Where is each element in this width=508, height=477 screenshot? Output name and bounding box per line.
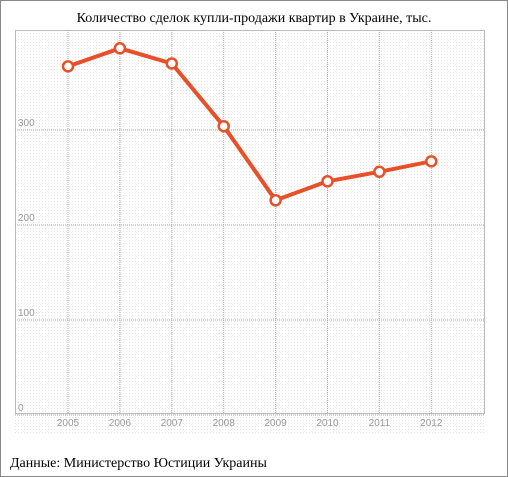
x-tick-label: 2009	[264, 418, 287, 429]
plot-border	[15, 30, 485, 414]
marks	[61, 42, 438, 207]
source-note: Данные: Министерство Юстиции Украины	[10, 456, 267, 471]
data-point	[373, 165, 386, 179]
data-point	[165, 57, 179, 70]
plot-background	[15, 30, 485, 435]
x-tick-label: 2006	[109, 418, 132, 429]
x-tick-label: 2007	[161, 418, 184, 429]
data-point	[113, 42, 127, 55]
data-point	[217, 119, 230, 133]
y-tick-label: 200	[18, 213, 35, 224]
x-tick-label: 2008	[213, 418, 236, 429]
data-line	[67, 46, 432, 203]
grid: 0 100 200 300 2005 2006 2007 2008 2009 2010 2011 20…	[15, 30, 485, 429]
chart-title: Количество сделок купли-продажи квартир …	[77, 11, 432, 26]
x-tick-label: 2005	[57, 418, 80, 429]
x-tick-label: 2011	[369, 418, 391, 429]
x-tick-label: 2010	[316, 418, 339, 429]
x-tick-label: 2012	[420, 418, 443, 429]
data-point	[321, 175, 334, 188]
data-point	[269, 194, 282, 207]
y-tick-label: 100	[18, 308, 35, 319]
y-tick-label: 300	[18, 118, 35, 129]
data-point	[425, 155, 438, 168]
data-point	[61, 60, 75, 73]
y-tick-label: 0	[18, 403, 24, 414]
